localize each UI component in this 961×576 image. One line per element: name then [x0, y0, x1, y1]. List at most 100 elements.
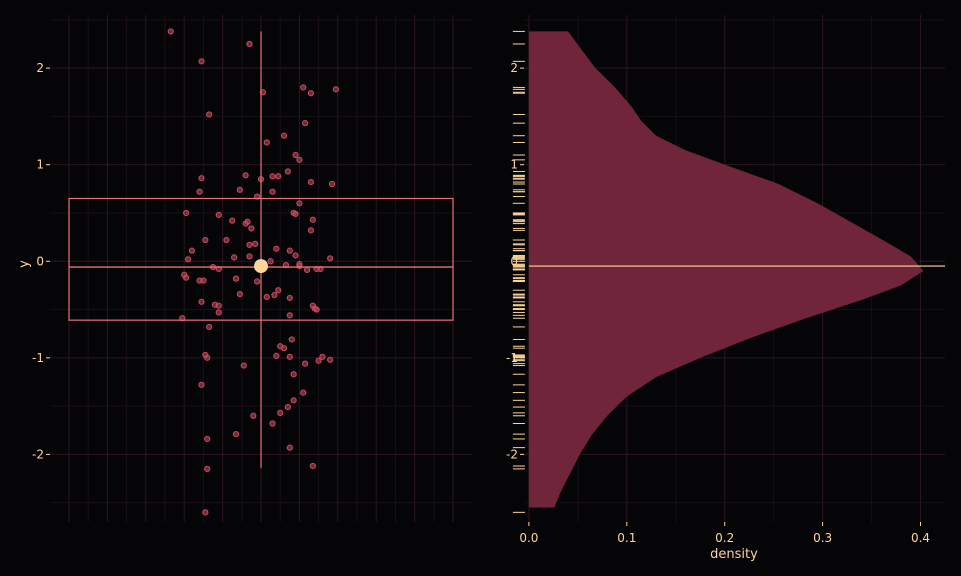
scatter-point	[290, 371, 297, 378]
scatter-point	[307, 227, 315, 234]
left-y-tick-label: 2	[36, 61, 44, 75]
scatter-point	[296, 200, 303, 207]
scatter-point	[290, 397, 297, 404]
scatter-point	[284, 168, 291, 175]
scatter-point	[275, 287, 282, 294]
iqr-box	[68, 197, 454, 321]
scatter-point	[309, 216, 316, 223]
scatter-point	[275, 173, 282, 180]
scatter-point	[292, 151, 299, 159]
scatter-point	[280, 345, 288, 352]
scatter-point	[286, 247, 293, 254]
scatter-point	[284, 403, 291, 411]
scatter-point	[269, 188, 276, 195]
right-x-tick-label: 0.3	[813, 531, 832, 545]
scatter-point	[319, 353, 326, 360]
left-y-tick-label: -2	[32, 447, 44, 461]
scatter-point	[202, 509, 209, 516]
scatter-point	[292, 252, 299, 259]
scatter-point	[277, 409, 284, 416]
scatter-point	[280, 132, 288, 139]
scatter-point	[292, 210, 299, 218]
scatter-point	[302, 360, 309, 367]
scatter-point	[286, 312, 293, 319]
scatter-point	[246, 40, 253, 48]
scatter-point	[204, 465, 211, 472]
scatter-point	[296, 262, 303, 270]
scatter-point	[244, 218, 251, 225]
scatter-point	[246, 253, 253, 260]
right-density	[528, 31, 945, 508]
scatter-point	[198, 298, 205, 305]
scatter-point	[240, 362, 247, 369]
scatter-point	[167, 28, 174, 35]
scatter-point	[196, 188, 203, 195]
scatter-point	[288, 336, 295, 343]
right-y-axis-ticks: -2 -1 0 1 2	[506, 61, 524, 461]
scatter-point	[232, 275, 240, 282]
left-points	[167, 28, 339, 516]
scatter-point	[236, 186, 243, 193]
scatter-point	[254, 278, 261, 285]
scatter-point	[263, 139, 270, 146]
scatter-point	[215, 309, 222, 316]
scatter-point	[198, 175, 205, 182]
scatter-point	[206, 111, 213, 118]
right-y-tick-label: 2	[510, 61, 518, 75]
scatter-point	[246, 241, 253, 248]
right-x-tick-label: 0.2	[715, 531, 734, 545]
right-y-tick-label: -2	[506, 447, 518, 461]
left-y-tick-label: 0	[36, 254, 44, 268]
scatter-point	[286, 353, 293, 360]
scatter-point	[206, 323, 213, 331]
right-rug	[512, 30, 525, 513]
scatter-point	[188, 247, 195, 254]
left-y-tick-label: 1	[36, 158, 44, 172]
scatter-point	[204, 435, 211, 443]
scatter-point	[215, 302, 222, 309]
scatter-point	[273, 245, 280, 252]
scatter-point	[315, 357, 322, 364]
right-y-tick-label: 1	[510, 158, 518, 172]
scatter-point	[296, 156, 303, 163]
right-density-panel: -2 -1 0 1 2 0.0 0.1 0.2 0.3 0.4 density	[506, 15, 945, 562]
scatter-point	[273, 352, 280, 359]
scatter-point	[231, 254, 238, 261]
scatter-point	[327, 255, 334, 262]
right-x-tick-label: 0.1	[617, 531, 636, 545]
scatter-point	[309, 462, 316, 470]
scatter-point	[328, 180, 336, 188]
scatter-point	[236, 290, 243, 298]
scatter-point	[263, 293, 270, 301]
scatter-point	[252, 240, 259, 247]
density-area	[528, 31, 924, 508]
scatter-point	[232, 431, 240, 438]
scatter-point	[286, 294, 293, 302]
scatter-point	[307, 178, 315, 186]
right-y-tick-label: 0	[510, 254, 518, 268]
scatter-point	[223, 236, 230, 244]
scatter-point	[184, 256, 192, 263]
right-x-tick-label: 0.0	[519, 531, 538, 545]
left-y-axis-ticks: -2 -1 0 1 2	[32, 61, 50, 461]
scatter-point	[242, 172, 249, 179]
scatter-point	[327, 356, 334, 363]
scatter-point	[269, 173, 276, 180]
scatter-point	[204, 354, 211, 361]
right-y-tick-label: -1	[506, 351, 518, 365]
mean-marker	[254, 259, 268, 274]
scatter-point	[250, 412, 257, 419]
scatter-point	[269, 420, 276, 427]
left-y-axis-title: y	[17, 260, 32, 268]
scatter-point	[254, 193, 261, 200]
scatter-point	[271, 291, 278, 299]
scatter-point	[179, 315, 186, 322]
scatter-point	[307, 90, 315, 97]
scatter-point	[267, 258, 274, 265]
right-x-axis-title: density	[710, 547, 758, 562]
left-y-tick-label: -1	[32, 351, 44, 365]
scatter-point	[313, 306, 320, 313]
left-scatter-panel: -2 -1 0 1 2 y	[17, 15, 472, 522]
scatter-point	[215, 211, 222, 219]
